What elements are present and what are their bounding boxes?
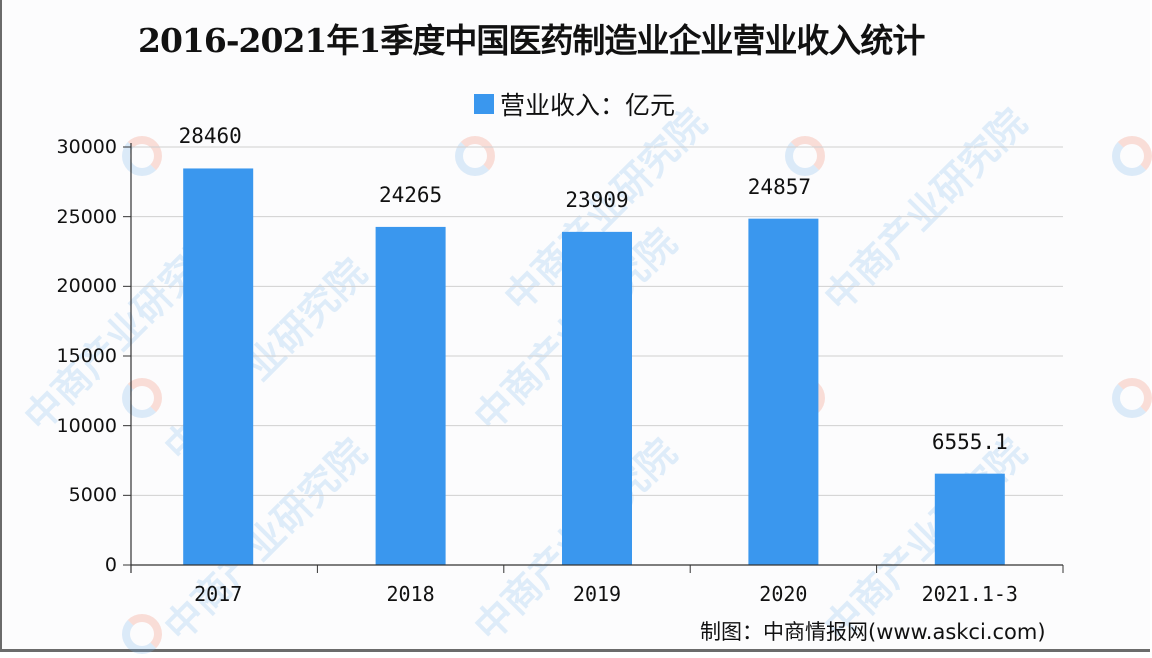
legend-swatch	[474, 94, 494, 114]
bar-2020	[748, 218, 819, 566]
data-label: 6555.1	[931, 429, 1008, 454]
data-label: 28460	[178, 124, 242, 149]
y-tick-label: 10000	[56, 414, 117, 437]
y-tick-label: 25000	[56, 205, 117, 228]
legend: 营业收入：亿元	[474, 86, 675, 122]
bar-2018	[375, 226, 446, 566]
data-label: 23909	[565, 187, 629, 212]
data-label: 24857	[747, 174, 811, 199]
x-tick-label: 2021.1-3	[921, 582, 1018, 606]
y-tick-label: 5000	[68, 484, 117, 507]
y-tick-label: 15000	[56, 345, 117, 367]
bar-2019	[562, 231, 632, 566]
axes	[123, 143, 1064, 573]
bars	[183, 168, 1005, 566]
y-tick-label: 30000	[56, 136, 117, 158]
bar-2017	[183, 168, 254, 565]
chart-title: 2016-2021年1季度中国医药制造业企业营业收入统计	[138, 21, 925, 60]
x-tick-label: 2019	[572, 582, 622, 606]
x-tick-label: 2018	[386, 582, 435, 606]
x-tick-label: 2020	[759, 582, 808, 606]
y-tick-label: 0	[104, 554, 117, 576]
data-label: 24265	[378, 182, 443, 207]
bar-2021.1-3	[934, 473, 1005, 565]
x-tick-label: 2017	[194, 582, 243, 606]
y-tick-label: 20000	[56, 275, 117, 298]
source-credit: 制图：中商情报网(www.askci.com)	[700, 620, 1046, 644]
legend-label: 营业收入：亿元	[500, 91, 676, 120]
